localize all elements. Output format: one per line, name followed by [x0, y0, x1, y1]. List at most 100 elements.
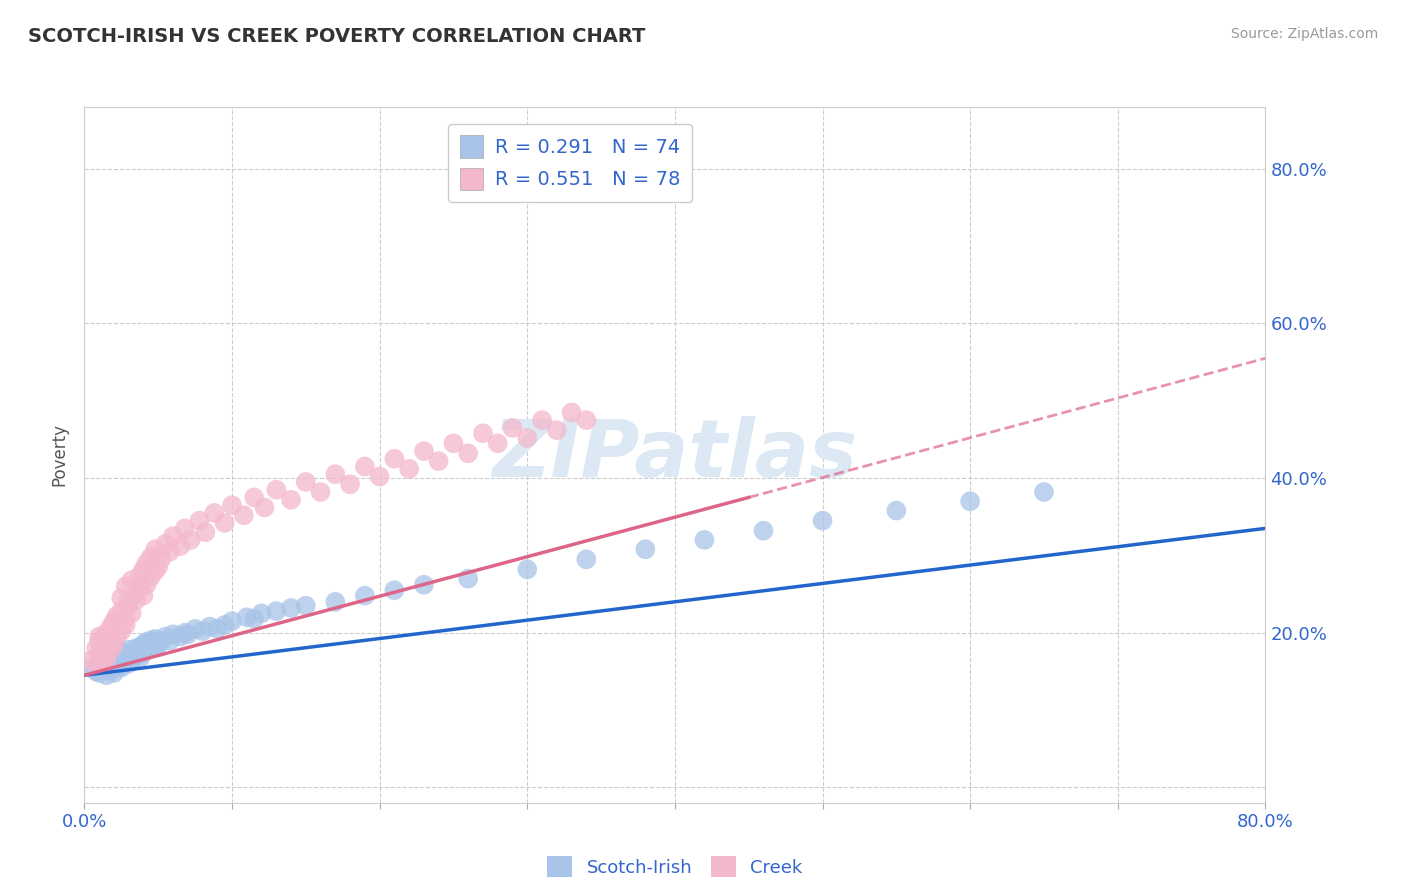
Point	[309, 485, 332, 500]
Point	[96, 640, 118, 654]
Point	[173, 521, 195, 535]
Point	[150, 635, 173, 649]
Point	[132, 589, 155, 603]
Point	[162, 529, 184, 543]
Point	[96, 660, 118, 674]
Text: ZIPatlas: ZIPatlas	[492, 416, 858, 494]
Point	[413, 444, 436, 458]
Point	[198, 619, 221, 633]
Point	[132, 637, 155, 651]
Point	[114, 648, 136, 662]
Point	[96, 655, 118, 669]
Point	[457, 446, 479, 460]
Point	[250, 607, 273, 621]
Point	[105, 655, 128, 669]
Point	[125, 593, 148, 607]
Point	[159, 544, 181, 558]
Point	[125, 648, 148, 662]
Point	[221, 498, 243, 512]
Point	[125, 648, 148, 663]
Point	[180, 533, 202, 547]
Point	[139, 641, 162, 656]
Point	[339, 477, 361, 491]
Point	[110, 604, 132, 618]
Point	[114, 653, 136, 667]
Point	[91, 645, 114, 659]
Point	[118, 650, 141, 665]
Point	[560, 405, 583, 419]
Point	[118, 599, 141, 613]
Point	[91, 663, 114, 677]
Point	[129, 567, 152, 582]
Point	[110, 658, 132, 673]
Point	[96, 668, 118, 682]
Point	[194, 525, 217, 540]
Point	[811, 514, 834, 528]
Point	[129, 650, 152, 665]
Point	[155, 537, 177, 551]
Point	[118, 595, 141, 609]
Point	[1032, 485, 1054, 500]
Point	[135, 556, 157, 570]
Point	[191, 624, 214, 639]
Point	[232, 508, 254, 523]
Point	[148, 637, 170, 651]
Point	[89, 630, 111, 644]
Point	[382, 451, 406, 466]
Point	[129, 640, 152, 654]
Point	[243, 491, 266, 505]
Point	[114, 579, 136, 593]
Point	[236, 610, 259, 624]
Point	[110, 648, 132, 663]
Point	[546, 423, 568, 437]
Point	[516, 431, 538, 445]
Point	[110, 645, 132, 659]
Point	[114, 653, 136, 667]
Point	[530, 413, 553, 427]
Point	[886, 503, 908, 517]
Point	[139, 549, 162, 564]
Point	[121, 607, 143, 621]
Point	[441, 436, 464, 450]
Point	[486, 436, 509, 450]
Point	[135, 578, 157, 592]
Point	[169, 630, 191, 644]
Point	[516, 562, 538, 576]
Point	[368, 469, 391, 483]
Point	[139, 570, 162, 584]
Point	[121, 653, 143, 667]
Point	[264, 483, 288, 497]
Point	[114, 612, 136, 626]
Text: Source: ZipAtlas.com: Source: ZipAtlas.com	[1230, 27, 1378, 41]
Point	[100, 663, 122, 677]
Point	[323, 467, 347, 482]
Point	[118, 657, 141, 671]
Point	[110, 660, 132, 674]
Point	[295, 599, 318, 613]
Point	[148, 560, 170, 574]
Point	[110, 624, 132, 639]
Point	[472, 426, 495, 441]
Point	[398, 462, 420, 476]
Point	[221, 614, 243, 628]
Point	[575, 413, 598, 427]
Point	[118, 642, 141, 657]
Point	[214, 516, 236, 530]
Point	[280, 601, 302, 615]
Point	[173, 625, 195, 640]
Point	[103, 637, 125, 651]
Point	[143, 640, 166, 654]
Point	[413, 578, 436, 592]
Point	[89, 648, 111, 662]
Point	[100, 642, 122, 657]
Point	[96, 653, 118, 667]
Point	[143, 632, 166, 646]
Point	[150, 552, 173, 566]
Point	[125, 585, 148, 599]
Point	[135, 642, 157, 657]
Point	[103, 650, 125, 665]
Text: SCOTCH-IRISH VS CREEK POVERTY CORRELATION CHART: SCOTCH-IRISH VS CREEK POVERTY CORRELATIO…	[28, 27, 645, 45]
Point	[91, 632, 114, 646]
Point	[84, 641, 107, 656]
Point	[427, 454, 450, 468]
